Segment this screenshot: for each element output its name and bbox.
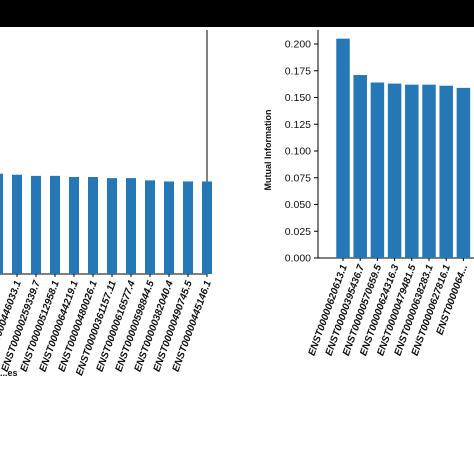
top-black-bar: [0, 0, 474, 27]
right-y-tick-label: 0.000: [285, 253, 311, 265]
right-bar: [336, 38, 350, 259]
right-y-tick-label: 0.175: [285, 65, 311, 77]
right-bar: [387, 83, 402, 258]
right-bar: [456, 87, 471, 259]
right-y-axis-label: Mutual Information: [263, 110, 273, 191]
left-bar: [31, 175, 41, 274]
left-bar: [88, 176, 98, 274]
right-y-tick-label: 0.075: [285, 172, 311, 184]
right-bar: [439, 85, 453, 258]
right-bar: [370, 82, 385, 259]
right-bar: [405, 84, 419, 258]
right-bar: [353, 75, 367, 258]
left-bar: [183, 181, 193, 274]
right-y-tick-label: 0.100: [285, 146, 311, 158]
left-x-axis-label: ...es: [0, 368, 18, 378]
right-y-tick-label: 0.150: [285, 92, 311, 104]
right-y-tick-label: 0.125: [285, 119, 311, 131]
left-bar-chart: ENST00000446033.1ENST00000259339.7ENST00…: [0, 30, 214, 378]
left-bar: [126, 178, 136, 274]
right-bar-chart: 0.000 0.025 0.050 0.075 0.100 0.125 0.150 0.175…: [263, 30, 474, 357]
left-bar: [164, 181, 174, 274]
left-bar: [50, 175, 60, 274]
right-y-tick-label: 0.025: [285, 226, 311, 238]
left-bar: [12, 174, 22, 274]
left-bar: [0, 173, 3, 274]
left-bar: [69, 176, 79, 274]
right-bar: [422, 84, 436, 258]
right-y-tick-label: 0.050: [285, 199, 311, 211]
left-bar: [107, 178, 117, 274]
right-y-tick-label: 0.200: [285, 39, 311, 51]
left-bar: [202, 181, 212, 274]
left-bar: [145, 180, 155, 274]
